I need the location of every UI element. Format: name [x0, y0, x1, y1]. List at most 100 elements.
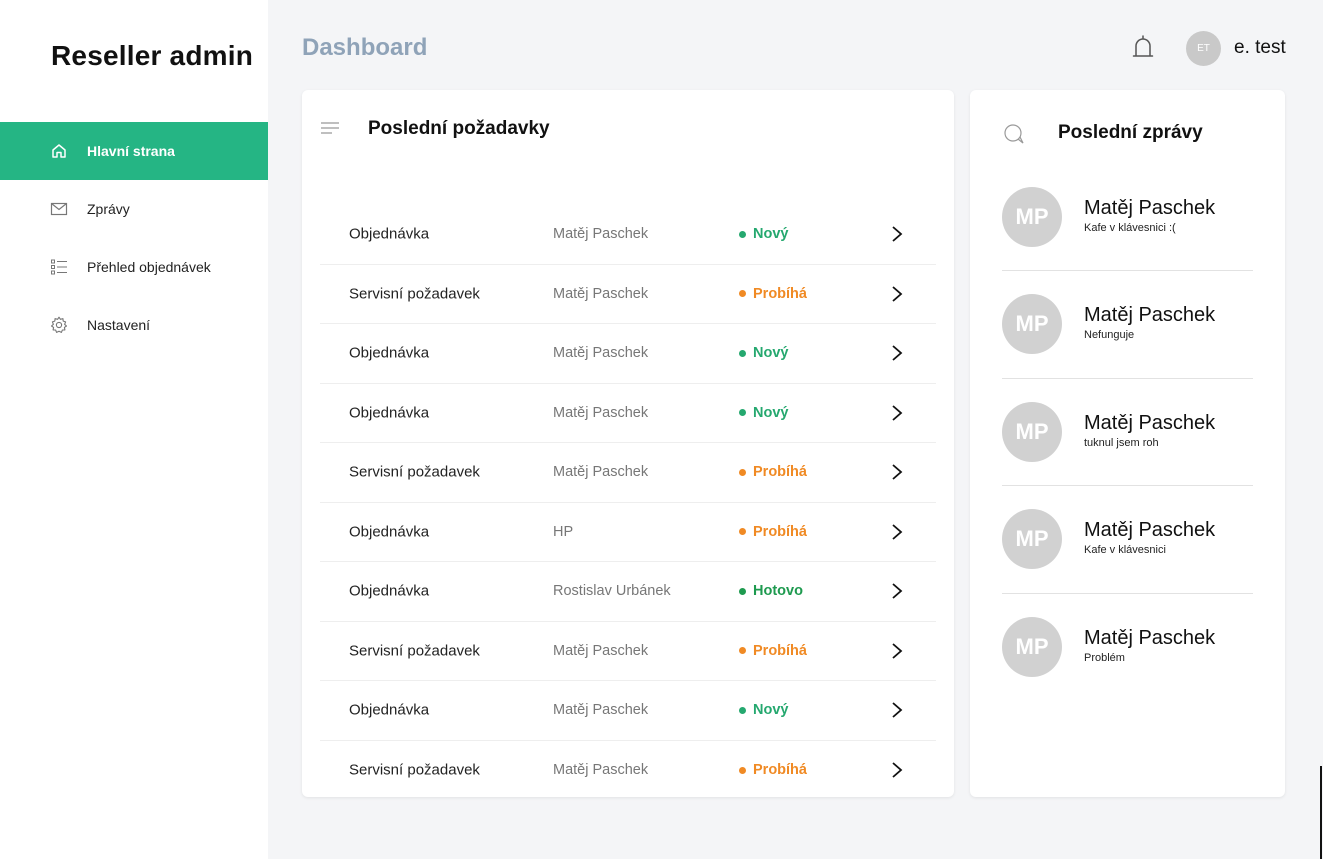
request-type: Objednávka: [349, 582, 430, 600]
request-type: Objednávka: [349, 701, 430, 719]
avatar: MP: [1002, 401, 1062, 462]
status-badge: Nový: [739, 405, 788, 421]
requests-list: Objednávka Matěj Paschek Nový Servisní p…: [320, 205, 936, 800]
list-item[interactable]: MP Matěj Paschek Kafe v klávesnici: [1002, 486, 1253, 594]
requests-card: Poslední požadavky Objednávka Matěj Pasc…: [302, 90, 954, 797]
chevron-right-icon[interactable]: [890, 404, 904, 422]
avatar: MP: [1002, 509, 1062, 569]
message-sender: Matěj Paschek: [1084, 411, 1216, 434]
message-preview: Kafe v klávesnici: [1084, 544, 1166, 556]
user-name[interactable]: e. test: [1234, 37, 1286, 58]
request-type: Objednávka: [349, 344, 430, 362]
message-sender: Matěj Paschek: [1084, 626, 1216, 649]
avatar: MP: [1002, 616, 1062, 677]
table-row[interactable]: Servisní požadavek Matěj Paschek Probíhá: [320, 265, 936, 324]
request-customer: Matěj Paschek: [553, 345, 649, 362]
sidebar-item-label: Zprávy: [87, 201, 130, 217]
chevron-right-icon[interactable]: [890, 761, 904, 779]
sidebar-item-label: Hlavní strana: [87, 143, 175, 159]
status-label: Nový: [753, 702, 789, 719]
request-customer: Matěj Paschek: [553, 404, 649, 421]
request-customer: HP: [553, 523, 574, 540]
status-dot: [739, 349, 746, 357]
messages-card: Poslední zprávy MP Matěj Paschek Kafe v …: [970, 90, 1285, 797]
status-label: Probíhá: [753, 642, 807, 659]
message-preview: Nefunguje: [1084, 329, 1135, 341]
sidebar-item-hlavni-strana[interactable]: Hlavní strana: [0, 122, 268, 180]
table-row[interactable]: Objednávka Matěj Paschek Nový: [320, 681, 936, 741]
message-preview: Problém: [1084, 651, 1125, 664]
chevron-right-icon[interactable]: [890, 642, 904, 660]
status-dot: [739, 647, 746, 655]
user-avatar[interactable]: ET: [1186, 31, 1221, 66]
sidebar-item-nastaveni[interactable]: Nastavení: [0, 296, 268, 354]
message-preview: Kafe v klávesnici :(: [1084, 222, 1176, 234]
sidebar: Reseller admin Hlavní strana Zprávy Přeh…: [0, 0, 268, 859]
sidebar-item-zpravy[interactable]: Zprávy: [0, 180, 268, 238]
status-badge: Probíhá: [739, 762, 807, 778]
status-dot: [739, 766, 746, 774]
home-icon: [50, 142, 68, 160]
chevron-right-icon[interactable]: [890, 344, 904, 362]
status-label: Probíhá: [753, 762, 807, 779]
list-item[interactable]: MP Matěj Paschek tuknul jsem roh: [1002, 379, 1253, 486]
status-dot: [739, 528, 746, 536]
request-type: Servisní požadavek: [349, 285, 480, 303]
page-title: Dashboard: [302, 34, 428, 61]
requests-title: Poslední požadavky: [368, 118, 550, 139]
status-badge: Probíhá: [739, 524, 807, 540]
avatar: MP: [1002, 187, 1062, 247]
request-customer: Matěj Paschek: [553, 762, 649, 779]
request-type: Servisní požadavek: [349, 642, 480, 660]
message-preview: tuknul jsem roh: [1084, 436, 1159, 449]
status-badge: Probíhá: [739, 286, 807, 302]
table-row[interactable]: Objednávka Matěj Paschek Nový: [320, 324, 936, 384]
message-sender: Matěj Paschek: [1084, 304, 1216, 326]
sidebar-item-prehled-objednavek[interactable]: Přehled objednávek: [0, 238, 268, 296]
status-dot: [739, 468, 746, 476]
table-row[interactable]: Servisní požadavek Matěj Paschek Probíhá: [320, 741, 936, 801]
mail-icon: [50, 200, 68, 218]
status-dot: [739, 409, 746, 417]
request-customer: Matěj Paschek: [553, 642, 649, 659]
table-row[interactable]: Servisní požadavek Matěj Paschek Probíhá: [320, 622, 936, 681]
chevron-right-icon[interactable]: [890, 523, 904, 541]
status-badge: Nový: [739, 702, 788, 718]
request-customer: Rostislav Urbánek: [553, 583, 671, 600]
list-item[interactable]: MP Matěj Paschek Nefunguje: [1002, 271, 1253, 379]
status-dot: [739, 290, 746, 298]
request-customer: Matěj Paschek: [553, 285, 649, 302]
table-row[interactable]: Objednávka Matěj Paschek Nový: [320, 205, 936, 265]
table-row[interactable]: Objednávka HP Probíhá: [320, 503, 936, 562]
request-type: Objednávka: [349, 523, 430, 541]
request-customer: Matěj Paschek: [553, 226, 649, 243]
menu-lines-icon: [320, 121, 340, 135]
list-item[interactable]: MP Matěj Paschek Kafe v klávesnici :(: [1002, 187, 1253, 271]
status-label: Nový: [753, 345, 789, 362]
list-item[interactable]: MP Matěj Paschek Problém: [1002, 594, 1253, 702]
status-badge: Probíhá: [739, 643, 807, 659]
status-badge: Nový: [739, 226, 788, 242]
status-label: Hotovo: [753, 583, 803, 600]
bell-icon[interactable]: [1131, 34, 1155, 62]
status-label: Nový: [753, 226, 789, 243]
request-type: Servisní požadavek: [349, 761, 480, 779]
status-dot: [739, 230, 746, 238]
chevron-right-icon[interactable]: [890, 225, 904, 243]
request-customer: Matěj Paschek: [553, 702, 649, 719]
sidebar-item-label: Přehled objednávek: [87, 259, 211, 275]
chevron-right-icon[interactable]: [890, 582, 904, 600]
window-edge: [1320, 766, 1322, 859]
table-row[interactable]: Objednávka Matěj Paschek Nový: [320, 384, 936, 443]
table-row[interactable]: Servisní požadavek Matěj Paschek Probíhá: [320, 443, 936, 503]
chevron-right-icon[interactable]: [890, 463, 904, 481]
chevron-right-icon[interactable]: [890, 285, 904, 303]
brand-title: Reseller admin: [51, 40, 253, 71]
avatar: MP: [1002, 294, 1062, 354]
messages-list: MP Matěj Paschek Kafe v klávesnici :( MP…: [1002, 187, 1253, 701]
list-icon: [50, 258, 68, 276]
message-sender: Matěj Paschek: [1084, 519, 1216, 541]
table-row[interactable]: Objednávka Rostislav Urbánek Hotovo: [320, 562, 936, 622]
status-badge: Hotovo: [739, 583, 803, 599]
chevron-right-icon[interactable]: [890, 701, 904, 719]
